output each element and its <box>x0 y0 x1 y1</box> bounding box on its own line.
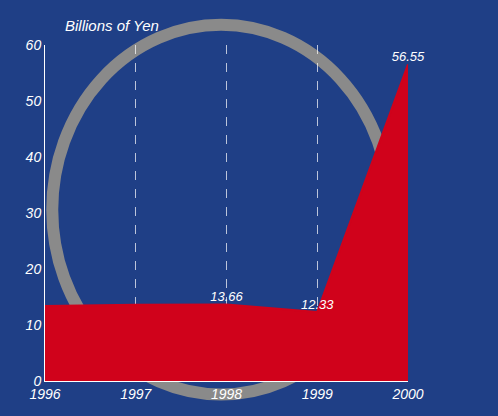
svg-text:1997: 1997 <box>120 386 152 402</box>
svg-text:60: 60 <box>26 37 42 53</box>
svg-text:30: 30 <box>26 205 42 221</box>
svg-text:40: 40 <box>26 149 42 165</box>
svg-text:13.66: 13.66 <box>210 289 243 304</box>
svg-text:20: 20 <box>25 261 42 277</box>
svg-text:2000: 2000 <box>391 386 423 402</box>
svg-text:56.55: 56.55 <box>392 49 425 64</box>
svg-text:10: 10 <box>26 317 42 333</box>
svg-text:1999: 1999 <box>302 386 333 402</box>
svg-text:Billions of Yen: Billions of Yen <box>65 17 159 34</box>
svg-text:0: 0 <box>33 373 41 389</box>
svg-text:12.33: 12.33 <box>301 297 334 312</box>
svg-text:50: 50 <box>26 93 42 109</box>
svg-text:1998: 1998 <box>211 386 242 402</box>
svg-text:1996: 1996 <box>29 386 60 402</box>
